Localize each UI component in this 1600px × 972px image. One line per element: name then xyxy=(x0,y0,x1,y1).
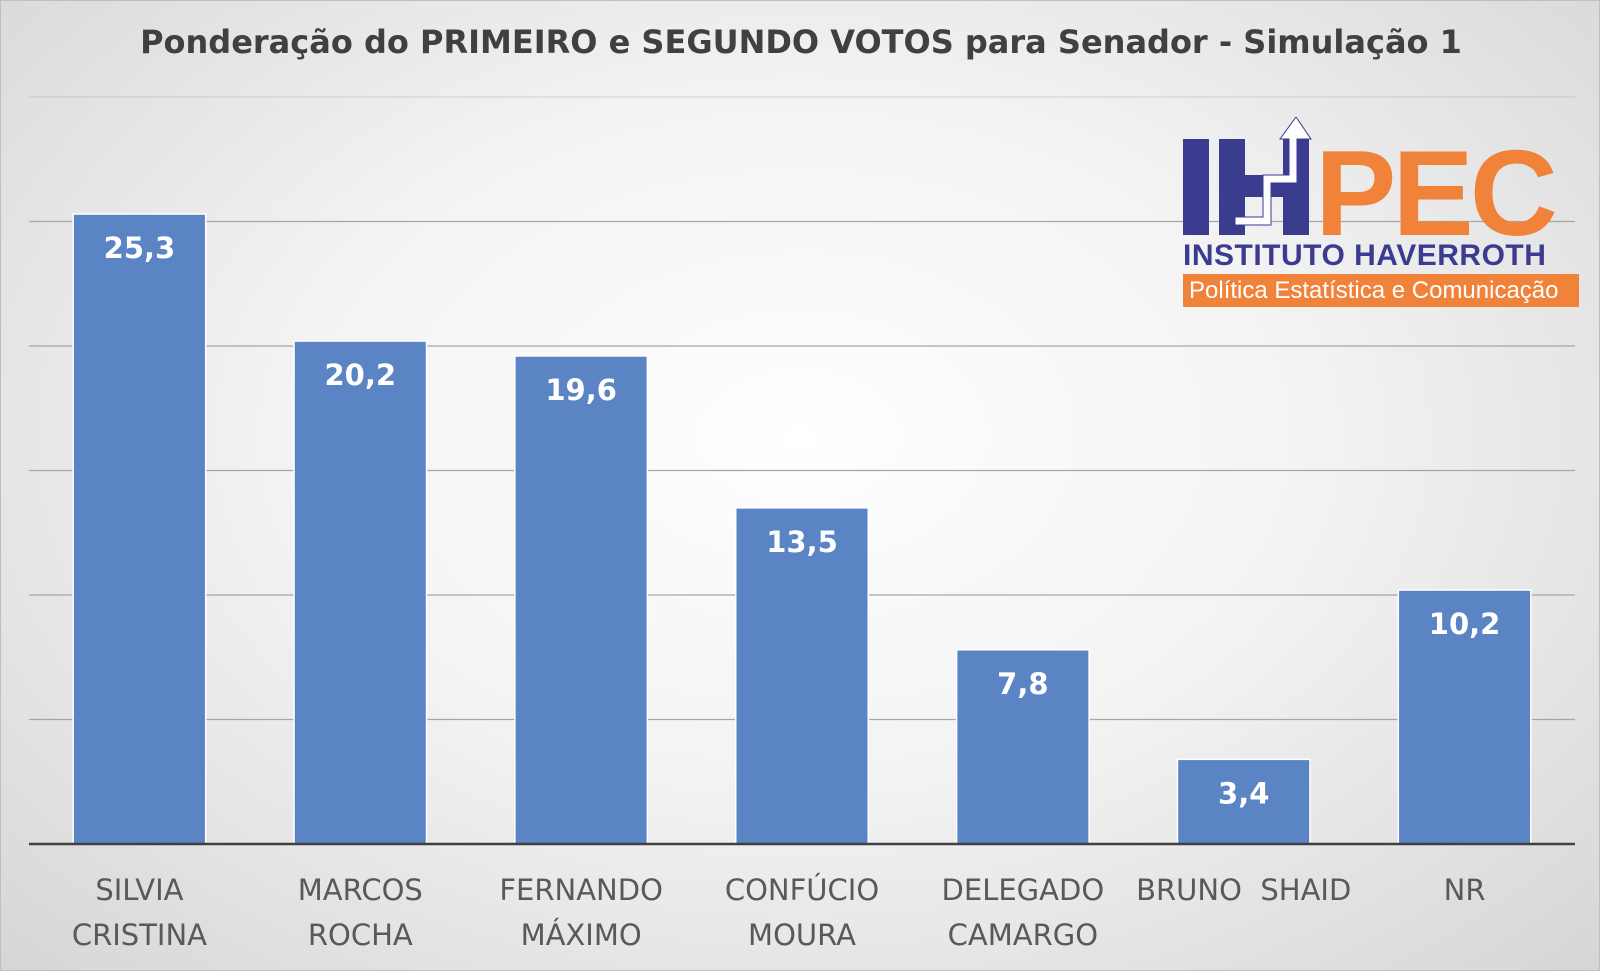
ihpec-logo-mark: PEC xyxy=(1183,117,1559,239)
data-label-4: 7,8 xyxy=(997,667,1048,701)
logo-tagline: Política Estatística e Comunicação xyxy=(1183,274,1579,307)
data-label-0: 25,3 xyxy=(104,231,176,265)
bar-6 xyxy=(1397,589,1532,845)
category-label-2: FERNANDO MÁXIMO xyxy=(499,873,663,952)
data-label-3: 13,5 xyxy=(766,525,838,559)
data-label-2: 19,6 xyxy=(545,373,617,407)
data-label-6: 10,2 xyxy=(1429,607,1501,641)
bar-5 xyxy=(1176,758,1311,845)
data-label-5: 3,4 xyxy=(1218,776,1269,810)
category-label-1: MARCOS ROCHA xyxy=(298,873,423,952)
bar-0 xyxy=(72,213,207,845)
bar-1 xyxy=(293,340,428,845)
ihpec-logo: PEC INSTITUTO HAVERROTH Política Estatís… xyxy=(1183,117,1579,307)
category-label-4: DELEGADO CAMARGO xyxy=(942,873,1105,952)
chart-title: Ponderação do PRIMEIRO e SEGUNDO VOTOS p… xyxy=(140,23,1462,61)
logo-name: INSTITUTO HAVERROTH xyxy=(1183,239,1547,272)
svg-text:PEC: PEC xyxy=(1315,125,1555,239)
category-label-6: NR xyxy=(1444,873,1486,907)
category-label-0: SILVIA CRISTINA xyxy=(72,873,207,952)
bar-3 xyxy=(734,507,870,845)
bar-4 xyxy=(955,649,1090,845)
data-label-1: 20,2 xyxy=(325,358,397,392)
bar-2 xyxy=(514,355,649,845)
category-label-5: BRUNO SHAID xyxy=(1136,873,1351,907)
category-label-3: CONFÚCIO MOURA xyxy=(725,873,879,952)
